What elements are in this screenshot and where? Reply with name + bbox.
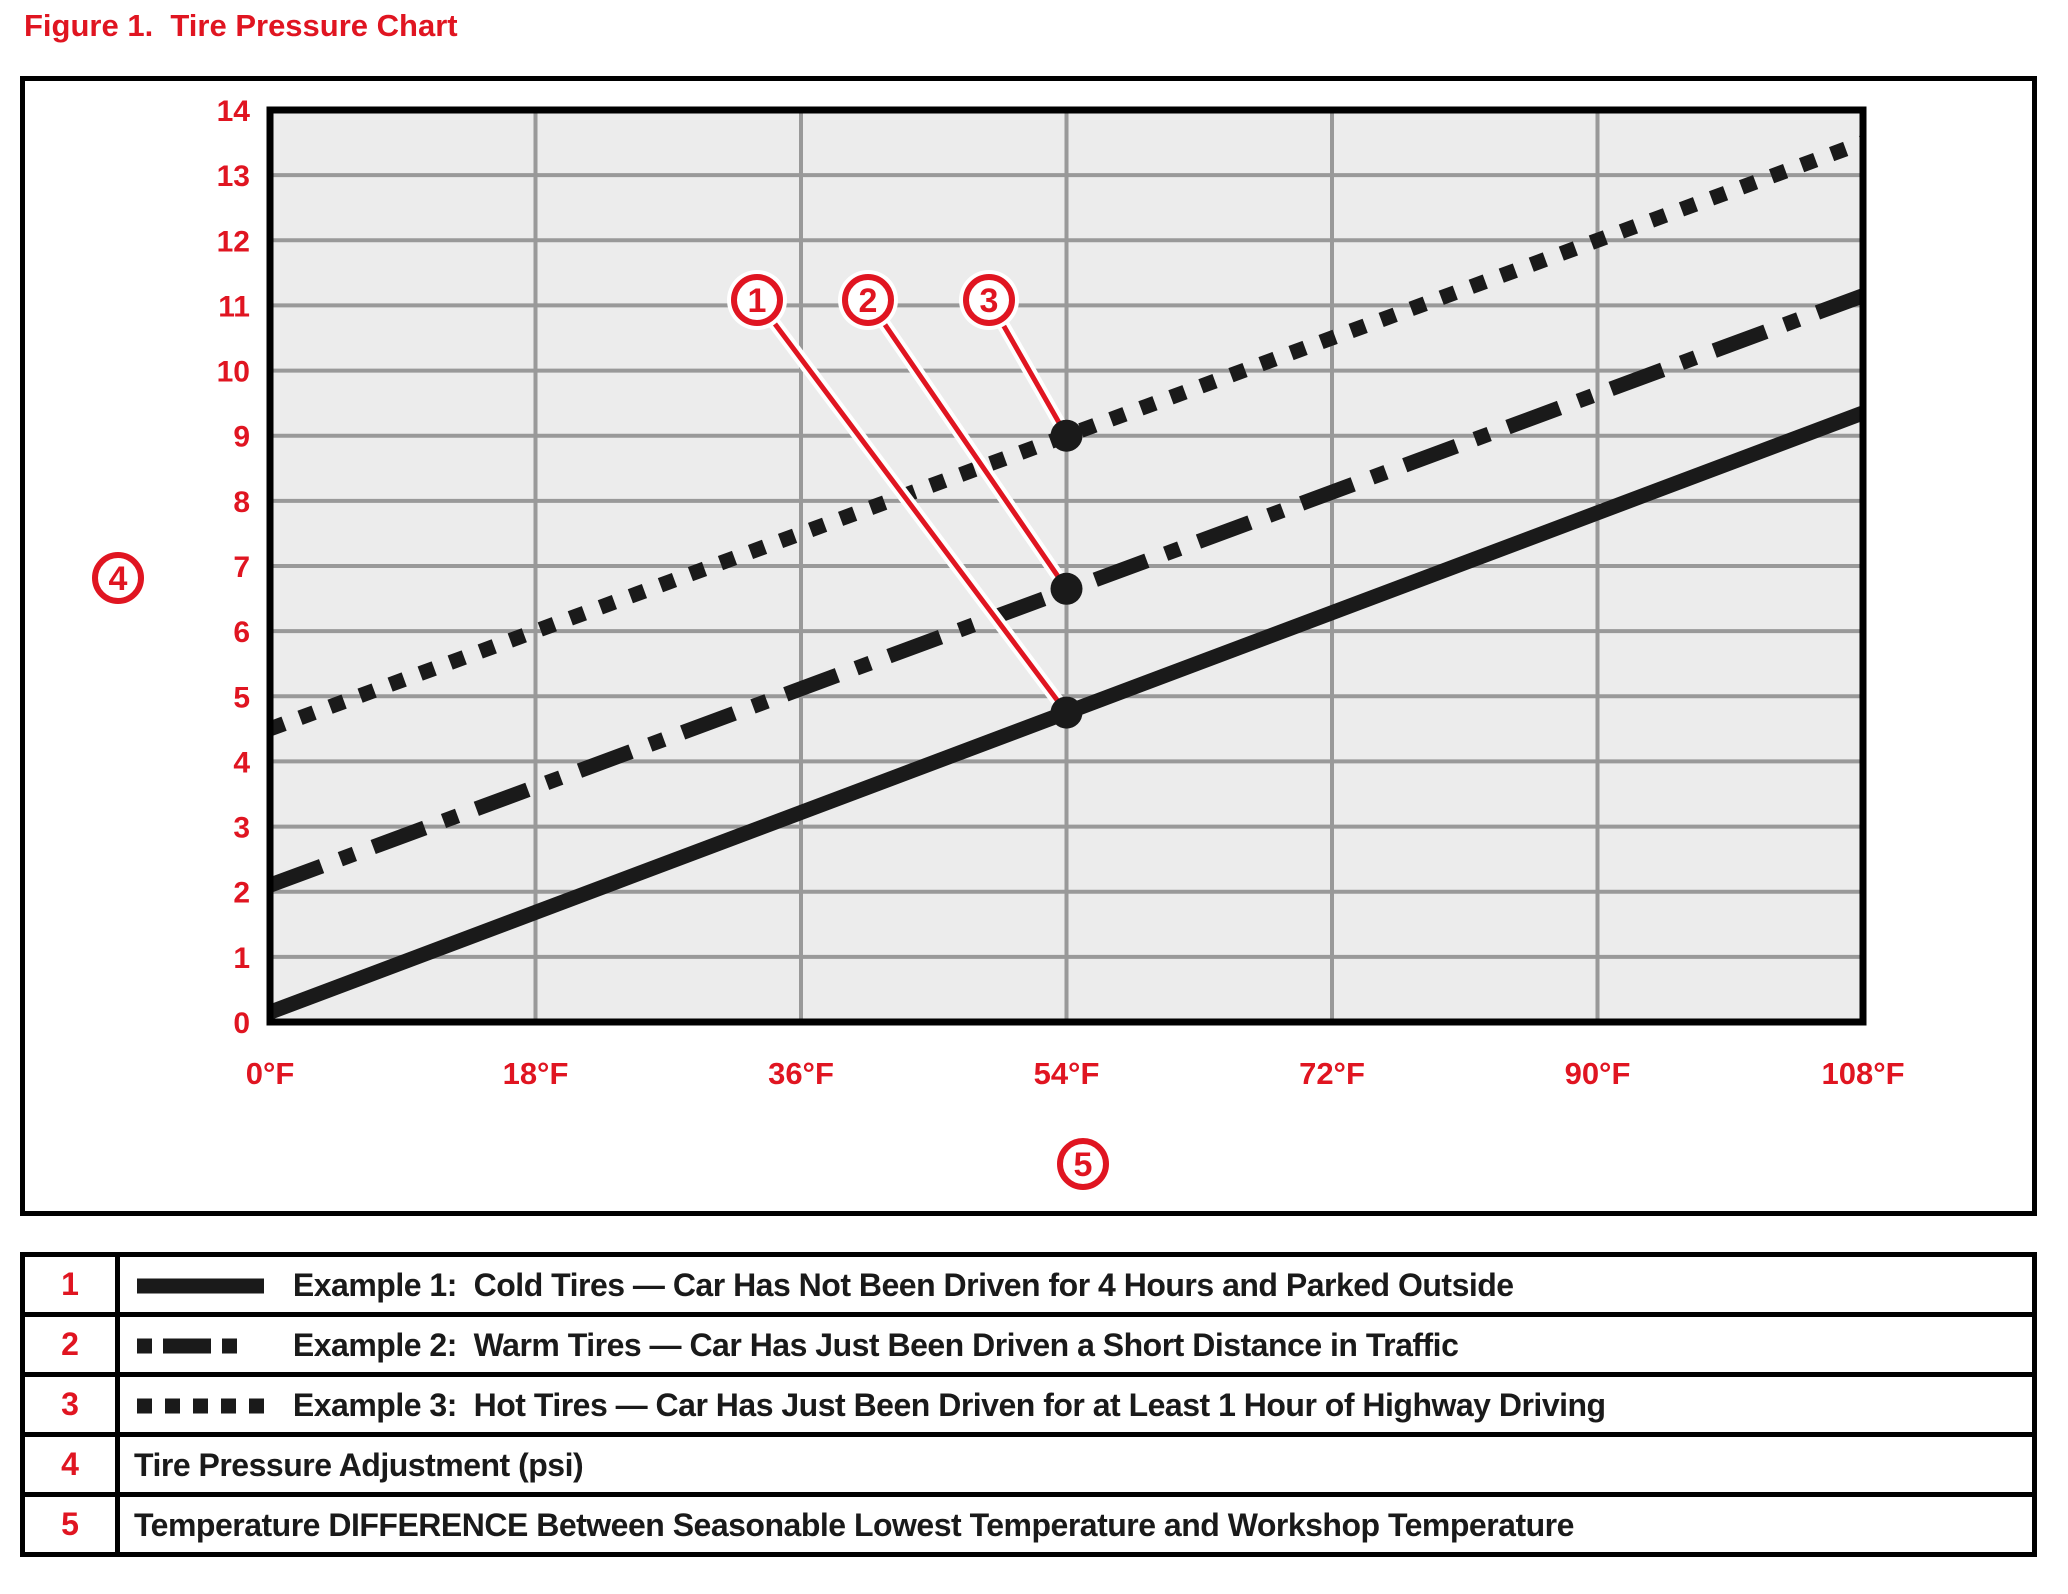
legend-row: 5 Temperature DIFFERENCE Between Seasona… [20,1492,2037,1557]
legend-row: 1 Example 1: Cold Tires — Car Has Not Be… [20,1252,2037,1317]
legend-row-number: 4 [20,1432,120,1497]
legend-row-label: Tire Pressure Adjustment (psi) [134,1447,584,1484]
legend-line-swatch-dashdot-icon [137,1338,240,1354]
legend-row-label: Example 1: Cold Tires — Car Has Not Been… [292,1267,1514,1304]
callout-circle-5 [1057,1138,1109,1190]
legend-line-swatch-solid-icon [137,1278,264,1294]
y-axis-tick-label: 7 [233,551,250,584]
y-axis-tick-label: 2 [233,877,250,910]
plot-border [266,106,1867,1026]
data-point-marker [1050,572,1083,605]
x-axis-tick-label: 54°F [1034,1056,1100,1091]
legend-line-swatch-dotted-icon [137,1398,264,1414]
callout-number: 2 [859,282,878,320]
y-axis-tick-label: 6 [233,616,250,649]
y-axis-tick-label: 14 [217,95,251,128]
y-axis-tick-label: 1 [233,942,250,975]
callout-circle-2 [842,274,894,326]
legend-row-number: 1 [20,1252,120,1317]
data-point-marker [1050,419,1083,452]
x-axis-tick-label: 18°F [503,1056,569,1091]
callout-number: 1 [748,282,767,320]
legend-row-number: 5 [20,1492,120,1557]
legend-row: 2 Example 2: Warm Tires — Car Has Just B… [20,1312,2037,1377]
legend-row-label: Temperature DIFFERENCE Between Seasonabl… [134,1507,1574,1544]
x-axis-tick-label: 72°F [1299,1056,1365,1091]
figure-title: Figure 1. Tire Pressure Chart [24,8,458,43]
x-axis-tick-label: 36°F [768,1056,834,1091]
leader-line [999,320,1069,437]
y-axis-tick-label: 12 [217,225,250,258]
x-axis-tick-label: 0°F [246,1056,295,1091]
y-axis-tick-label: 11 [218,290,250,323]
legend-row: 4 Tire Pressure Adjustment (psi) [20,1432,2037,1497]
y-axis-tick-label: 10 [217,356,250,389]
legend-table: 1 Example 1: Cold Tires — Car Has Not Be… [20,1252,2037,1557]
y-axis-tick-label: 8 [233,486,250,519]
y-axis-tick-label: 9 [233,421,250,454]
data-point-marker [1050,696,1083,729]
callout-number: 3 [980,282,999,320]
callout-circle-4 [92,552,144,604]
x-axis-tick-label: 90°F [1565,1056,1631,1091]
callout-number: 5 [1074,1146,1093,1184]
y-axis-tick-label: 13 [217,160,250,193]
leader-line [770,318,1069,715]
x-axis-tick-label: 108°F [1821,1056,1904,1091]
y-axis-tick-label: 3 [233,812,250,845]
legend-row-label: Example 3: Hot Tires — Car Has Just Been… [292,1387,1606,1424]
y-axis-tick-label: 4 [233,746,250,779]
legend-row-number: 3 [20,1372,120,1437]
legend-row-number: 2 [20,1312,120,1377]
legend-row: 3 Example 3: Hot Tires — Car Has Just Be… [20,1372,2037,1437]
callout-circle-1 [731,274,783,326]
callout-circle-3 [963,274,1015,326]
y-axis-tick-label: 0 [233,1007,250,1040]
series-line-dotted [267,135,1866,736]
legend-row-label: Example 2: Warm Tires — Car Has Just Bee… [292,1327,1459,1364]
chart-figure-box: 0 1 2 3 4 5 6 7 8 9 10 11 12 13 14 0°F 18°F 36°F 54°F 72°F 9… [20,76,2037,1216]
callout-number: 4 [109,560,128,598]
leader-line [880,319,1069,591]
y-axis-tick-label: 5 [233,681,250,714]
